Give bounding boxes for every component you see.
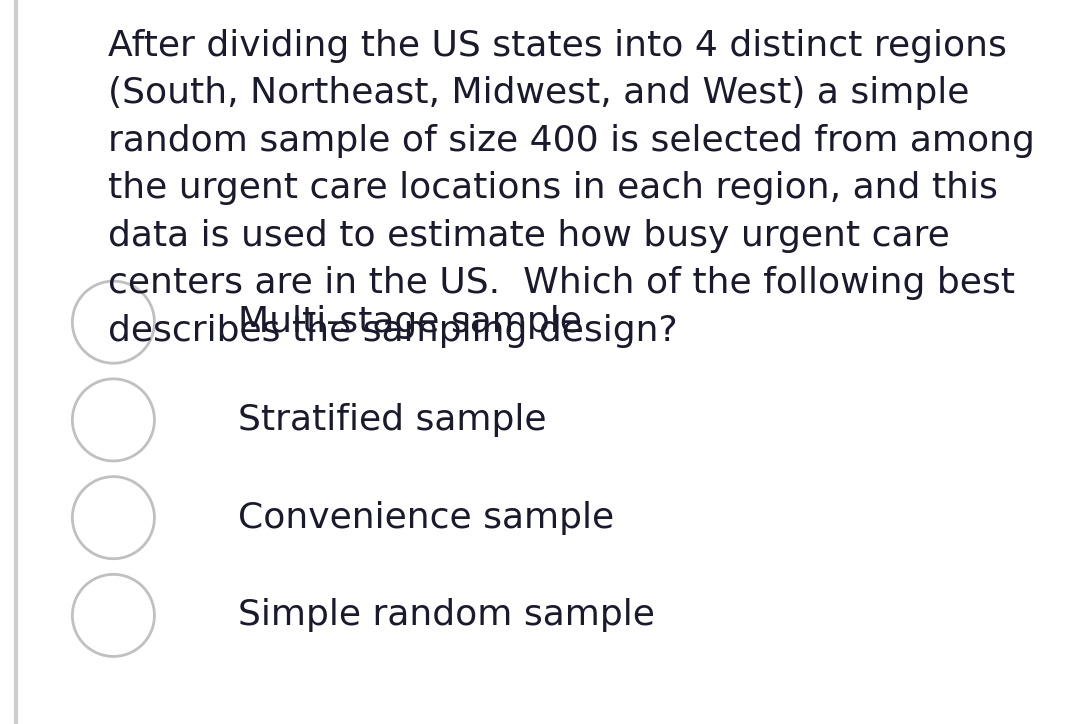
Text: Stratified sample: Stratified sample	[238, 403, 546, 437]
Text: Simple random sample: Simple random sample	[238, 599, 654, 632]
Text: Convenience sample: Convenience sample	[238, 501, 613, 534]
Text: Multi-stage sample: Multi-stage sample	[238, 306, 581, 339]
Text: After dividing the US states into 4 distinct regions
(South, Northeast, Midwest,: After dividing the US states into 4 dist…	[108, 29, 1035, 348]
